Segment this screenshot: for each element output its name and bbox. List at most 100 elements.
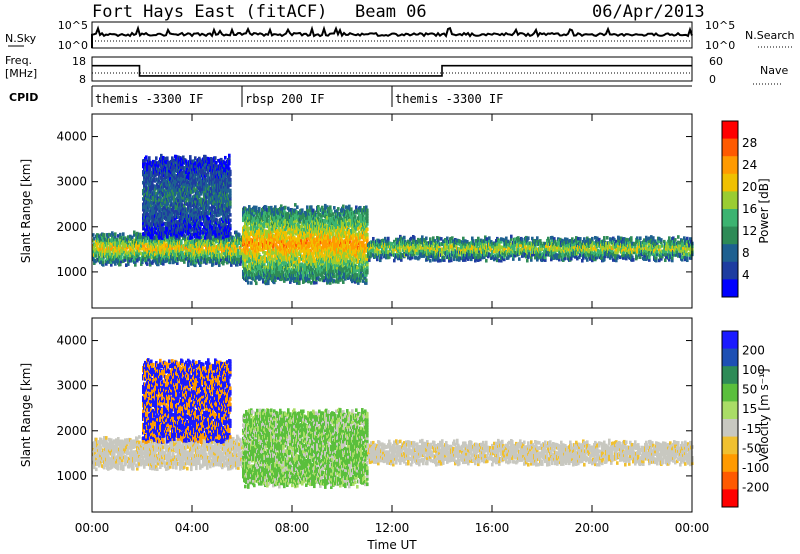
range-gate-cell xyxy=(255,281,258,286)
range-gate-cell xyxy=(307,247,310,251)
range-gate-cell xyxy=(157,246,160,250)
range-gate-cell xyxy=(101,235,104,239)
range-gate-cell xyxy=(313,240,316,245)
range-gate-cell xyxy=(178,238,181,242)
range-gate-cell xyxy=(170,235,173,239)
range-gate-cell xyxy=(263,224,266,229)
range-gate-cell xyxy=(153,250,156,255)
range-gate-cell xyxy=(114,235,117,239)
range-gate-cell xyxy=(267,278,270,283)
range-gate-cell xyxy=(107,260,110,264)
range-gate-cell xyxy=(172,260,175,265)
range-gate-cell xyxy=(536,236,539,240)
range-gate-cell xyxy=(244,258,247,262)
range-gate-cell xyxy=(264,237,267,242)
range-gate-cell xyxy=(226,244,229,249)
range-gate-cell xyxy=(182,236,185,241)
range-gate-cell xyxy=(251,273,254,278)
range-gate-cell xyxy=(362,279,365,283)
range-gate-cell xyxy=(327,280,330,284)
range-gate-cell xyxy=(239,254,242,258)
range-gate-cell xyxy=(244,266,247,271)
range-gate-cell xyxy=(282,211,285,216)
range-gate-cell xyxy=(102,260,105,264)
range-gate-cell xyxy=(102,241,105,245)
range-gate-cell xyxy=(238,257,241,262)
range-gate-cell xyxy=(186,248,189,253)
range-gate-cell xyxy=(178,243,181,248)
range-gate-cell xyxy=(287,277,290,281)
range-gate-cell xyxy=(144,256,147,260)
range-gate-cell xyxy=(312,243,315,248)
range-gate-cell xyxy=(361,208,364,212)
range-gate-cell xyxy=(140,262,143,266)
range-gate-cell xyxy=(182,258,185,262)
range-gate-cell xyxy=(292,271,295,275)
range-gate-cell xyxy=(363,243,366,248)
range-gate-cell xyxy=(134,241,137,246)
range-gate-cell xyxy=(321,273,324,277)
range-gate-cell xyxy=(160,239,163,244)
range-gate-cell xyxy=(285,261,288,265)
range-gate-cell xyxy=(329,221,332,226)
range-gate-cell xyxy=(315,269,318,274)
range-gate-cell xyxy=(333,235,336,240)
range-gate-cell xyxy=(300,273,303,278)
range-gate-cell xyxy=(250,227,253,231)
range-gate-cell xyxy=(298,246,301,250)
range-gate-cell xyxy=(310,232,313,236)
range-gate-cell xyxy=(322,259,325,264)
range-gate-cell xyxy=(360,251,363,256)
range-gate-cell xyxy=(311,219,314,223)
range-gate-cell xyxy=(329,237,332,242)
range-gate-cell xyxy=(228,238,231,242)
range-gate-cell xyxy=(160,258,163,263)
range-gate-cell xyxy=(267,246,270,250)
range-gate-cell xyxy=(275,226,278,231)
range-gate-cell xyxy=(248,213,251,217)
freq-tick-bottom: 8 xyxy=(79,73,86,86)
range-gate-cell xyxy=(171,246,174,251)
range-gate-cell xyxy=(305,243,308,248)
range-gate-cell xyxy=(309,216,312,220)
range-gate-cell xyxy=(265,278,268,283)
range-gate-cell xyxy=(122,232,125,236)
range-gate-cell xyxy=(307,230,310,235)
range-gate-cell xyxy=(258,252,261,257)
range-gate-cell xyxy=(363,216,366,221)
range-gate-cell xyxy=(214,236,217,241)
range-gate-cell xyxy=(308,276,311,281)
range-gate-cell xyxy=(312,211,315,216)
range-gate-cell xyxy=(129,253,132,258)
range-gate-cell xyxy=(119,262,122,267)
range-gate-cell xyxy=(125,263,128,267)
range-gate-cell xyxy=(180,258,183,262)
range-gate-cell xyxy=(362,263,365,267)
range-gate-cell xyxy=(342,226,345,230)
range-gate-cell xyxy=(366,216,369,221)
range-gate-cell xyxy=(256,272,259,276)
range-gate-cell xyxy=(260,237,263,241)
range-gate-cell xyxy=(303,230,306,235)
range-gate-cell xyxy=(133,249,136,254)
range-gate-cell xyxy=(298,257,301,261)
range-gate-cell xyxy=(332,212,335,216)
range-gate-cell xyxy=(258,209,261,214)
range-gate-cell xyxy=(254,273,257,277)
range-gate-cell xyxy=(148,249,151,254)
range-gate-cell xyxy=(277,230,280,234)
range-gate-cell xyxy=(262,279,265,284)
range-gate-cell xyxy=(153,247,156,252)
range-gate-cell xyxy=(99,249,102,254)
range-gate-cell xyxy=(277,246,280,251)
range-gate-cell xyxy=(168,241,171,246)
range-gate-cell xyxy=(393,258,396,263)
range-gate-cell xyxy=(429,237,432,241)
range-gate-cell xyxy=(318,207,321,211)
range-gate-cell xyxy=(322,262,325,266)
range-gate-cell xyxy=(246,208,249,212)
range-gate-cell xyxy=(352,232,355,237)
range-gate-cell xyxy=(223,259,226,264)
range-gate-cell xyxy=(194,247,197,251)
range-gate-cell xyxy=(248,232,251,236)
